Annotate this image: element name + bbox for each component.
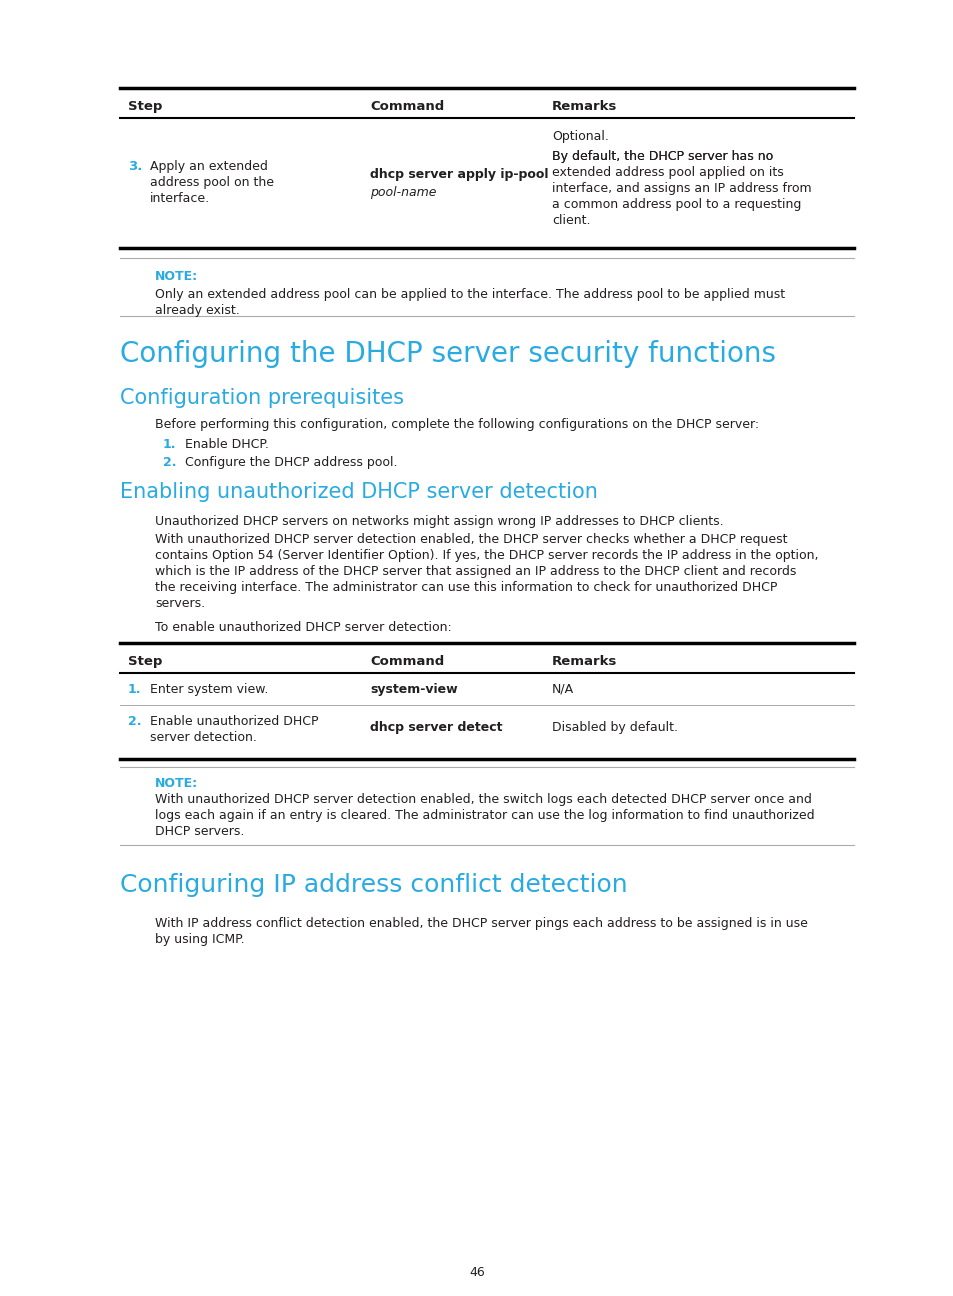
Text: Configure the DHCP address pool.: Configure the DHCP address pool. <box>185 456 397 469</box>
Text: interface, and assigns an IP address from: interface, and assigns an IP address fro… <box>552 181 811 194</box>
Text: Step: Step <box>128 100 162 113</box>
Text: Enable unauthorized DHCP: Enable unauthorized DHCP <box>150 715 318 728</box>
Text: logs each again if an entry is cleared. The administrator can use the log inform: logs each again if an entry is cleared. … <box>154 809 814 822</box>
Text: 1.: 1. <box>163 438 176 451</box>
Text: By default, the DHCP server has no: By default, the DHCP server has no <box>552 150 773 163</box>
Text: the receiving interface. The administrator can use this information to check for: the receiving interface. The administrat… <box>154 581 777 594</box>
Text: already exist.: already exist. <box>154 305 239 318</box>
Text: address pool on the: address pool on the <box>150 176 274 189</box>
Text: With unauthorized DHCP server detection enabled, the DHCP server checks whether : With unauthorized DHCP server detection … <box>154 533 786 546</box>
Text: extended address pool applied on its: extended address pool applied on its <box>552 166 783 179</box>
Text: system-view: system-view <box>370 683 457 696</box>
Text: DHCP servers.: DHCP servers. <box>154 826 244 839</box>
Text: a common address pool to a requesting: a common address pool to a requesting <box>552 198 801 211</box>
Text: 2.: 2. <box>163 456 176 469</box>
Text: servers.: servers. <box>154 597 205 610</box>
Text: client.: client. <box>552 214 590 227</box>
Text: Before performing this configuration, complete the following configurations on t: Before performing this configuration, co… <box>154 419 759 432</box>
Text: 46: 46 <box>469 1266 484 1279</box>
Text: contains Option 54 (Server Identifier Option). If yes, the DHCP server records t: contains Option 54 (Server Identifier Op… <box>154 550 818 562</box>
Text: Enabling unauthorized DHCP server detection: Enabling unauthorized DHCP server detect… <box>120 482 598 502</box>
Text: which is the IP address of the DHCP server that assigned an IP address to the DH: which is the IP address of the DHCP serv… <box>154 565 796 578</box>
Text: Optional.: Optional. <box>552 130 608 143</box>
Text: NOTE:: NOTE: <box>154 778 198 791</box>
Text: Remarks: Remarks <box>552 100 617 113</box>
Text: 2.: 2. <box>128 715 141 728</box>
Text: N/A: N/A <box>552 683 574 696</box>
Text: Apply an extended: Apply an extended <box>150 159 268 172</box>
Text: server detection.: server detection. <box>150 731 256 744</box>
Text: 3.: 3. <box>128 159 142 172</box>
Text: Enter system view.: Enter system view. <box>150 683 268 696</box>
Text: interface.: interface. <box>150 192 210 205</box>
Text: To enable unauthorized DHCP server detection:: To enable unauthorized DHCP server detec… <box>154 621 452 634</box>
Text: Command: Command <box>370 654 444 667</box>
Text: With IP address conflict detection enabled, the DHCP server pings each address t: With IP address conflict detection enabl… <box>154 918 807 931</box>
Text: Command: Command <box>370 100 444 113</box>
Text: pool-name: pool-name <box>370 187 436 200</box>
Text: Configuring IP address conflict detection: Configuring IP address conflict detectio… <box>120 874 627 897</box>
Text: dhcp server apply ip-pool: dhcp server apply ip-pool <box>370 168 548 181</box>
Text: dhcp server detect: dhcp server detect <box>370 721 502 734</box>
Text: By default, the DHCP server has no: By default, the DHCP server has no <box>552 150 773 163</box>
Text: by using ICMP.: by using ICMP. <box>154 933 244 946</box>
Text: Step: Step <box>128 654 162 667</box>
Text: Only an extended address pool can be applied to the interface. The address pool : Only an extended address pool can be app… <box>154 288 784 301</box>
Text: Configuring the DHCP server security functions: Configuring the DHCP server security fun… <box>120 340 775 368</box>
Text: With unauthorized DHCP server detection enabled, the switch logs each detected D: With unauthorized DHCP server detection … <box>154 793 811 806</box>
Text: Disabled by default.: Disabled by default. <box>552 721 678 734</box>
Text: Enable DHCP.: Enable DHCP. <box>185 438 269 451</box>
Text: Unauthorized DHCP servers on networks might assign wrong IP addresses to DHCP cl: Unauthorized DHCP servers on networks mi… <box>154 515 723 527</box>
Text: 1.: 1. <box>128 683 141 696</box>
Text: Configuration prerequisites: Configuration prerequisites <box>120 388 403 408</box>
Text: Remarks: Remarks <box>552 654 617 667</box>
Text: NOTE:: NOTE: <box>154 270 198 283</box>
